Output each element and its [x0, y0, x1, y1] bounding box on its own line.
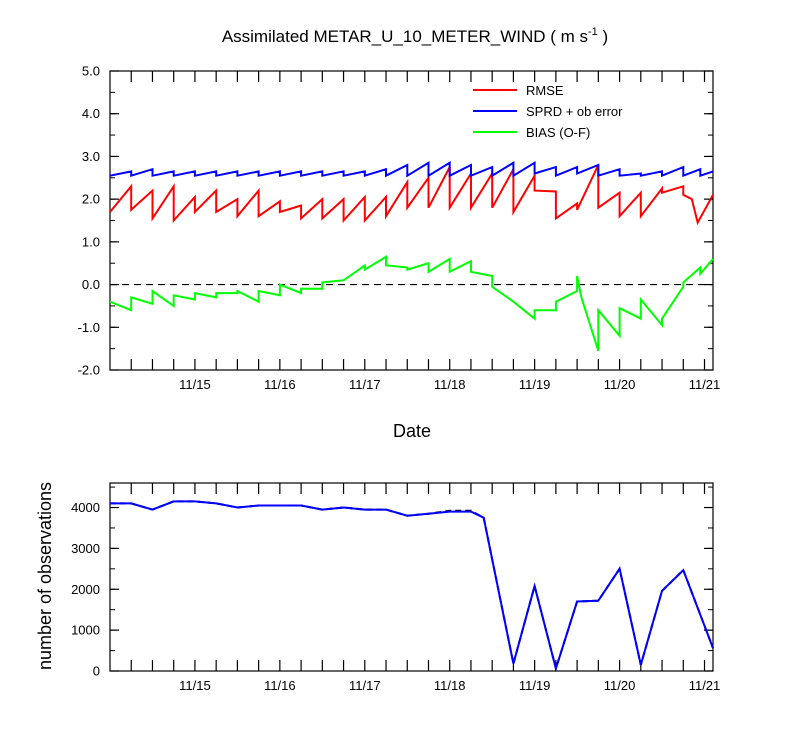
top-series-line-2: [109, 255, 714, 352]
bottom-series-line-1: [110, 500, 714, 673]
bottom-x-tick-label: 11/21: [689, 678, 721, 693]
bottom-y-tick-label: 1000: [71, 623, 100, 638]
bottom-panel: 11/15 11/16 11/17 11/18 11/19 11/20 11/21 4000 3…: [71, 482, 721, 693]
y-axis-label-bottom: number of observations: [35, 482, 55, 670]
top-x-tick-label: 11/17: [349, 377, 381, 392]
bottom-x-tick-label: 11/18: [434, 678, 466, 693]
top-y-tick-label: 4.0: [82, 106, 100, 121]
bottom-y-tick-label: 2000: [71, 582, 100, 597]
top-plot-frame: [109, 70, 714, 371]
chart-title-superscript: -1: [588, 26, 598, 38]
bottom-y-tick-label: 4000: [71, 500, 100, 515]
legend-label: BIAS (O-F): [526, 125, 590, 140]
bottom-plot-frame: [109, 482, 714, 672]
legend-label: RMSE: [526, 83, 564, 98]
bottom-x-tick-label: 11/19: [519, 678, 551, 693]
top-panel: 11/15 11/16 11/17 11/18 11/19 11/20 11/21 5.0 4.…: [78, 64, 721, 393]
top-y-tick-label: 0.0: [82, 277, 100, 292]
top-y-tick-label: 5.0: [82, 64, 100, 79]
x-axis-label: Date: [393, 421, 431, 441]
top-y-tick-label: 3.0: [82, 149, 100, 164]
bottom-y-tick-label: 0: [93, 664, 100, 679]
top-x-tick-label: 11/15: [179, 377, 211, 392]
bottom-x-tick-label: 11/15: [179, 678, 211, 693]
chart-title: Assimilated METAR_U_10_METER_WIND ( m s-…: [222, 26, 608, 46]
bottom-y-tick-label: 3000: [71, 541, 100, 556]
top-y-tick-label: -1.0: [78, 320, 100, 335]
top-series-line-0: [109, 164, 714, 226]
bottom-x-tick-label: 11/16: [264, 678, 296, 693]
chart-title-suffix: ): [598, 27, 608, 46]
top-x-tick-label: 11/20: [604, 377, 636, 392]
chart-title-text: Assimilated METAR_U_10_METER_WIND ( m s: [222, 27, 588, 46]
top-y-tick-label: -2.0: [78, 363, 100, 378]
top-y-tick-label: 1.0: [82, 234, 100, 249]
top-y-tick-label: 2.0: [82, 192, 100, 207]
top-x-tick-label: 11/19: [519, 377, 551, 392]
bottom-x-tick-label: 11/17: [349, 678, 381, 693]
top-x-tick-label: 11/21: [689, 377, 721, 392]
bottom-x-tick-label: 11/20: [604, 678, 636, 693]
top-x-tick-label: 11/18: [434, 377, 466, 392]
top-x-tick-label: 11/16: [264, 377, 296, 392]
legend-label: SPRD + ob error: [526, 104, 623, 119]
top-series-line-1: [109, 161, 714, 178]
